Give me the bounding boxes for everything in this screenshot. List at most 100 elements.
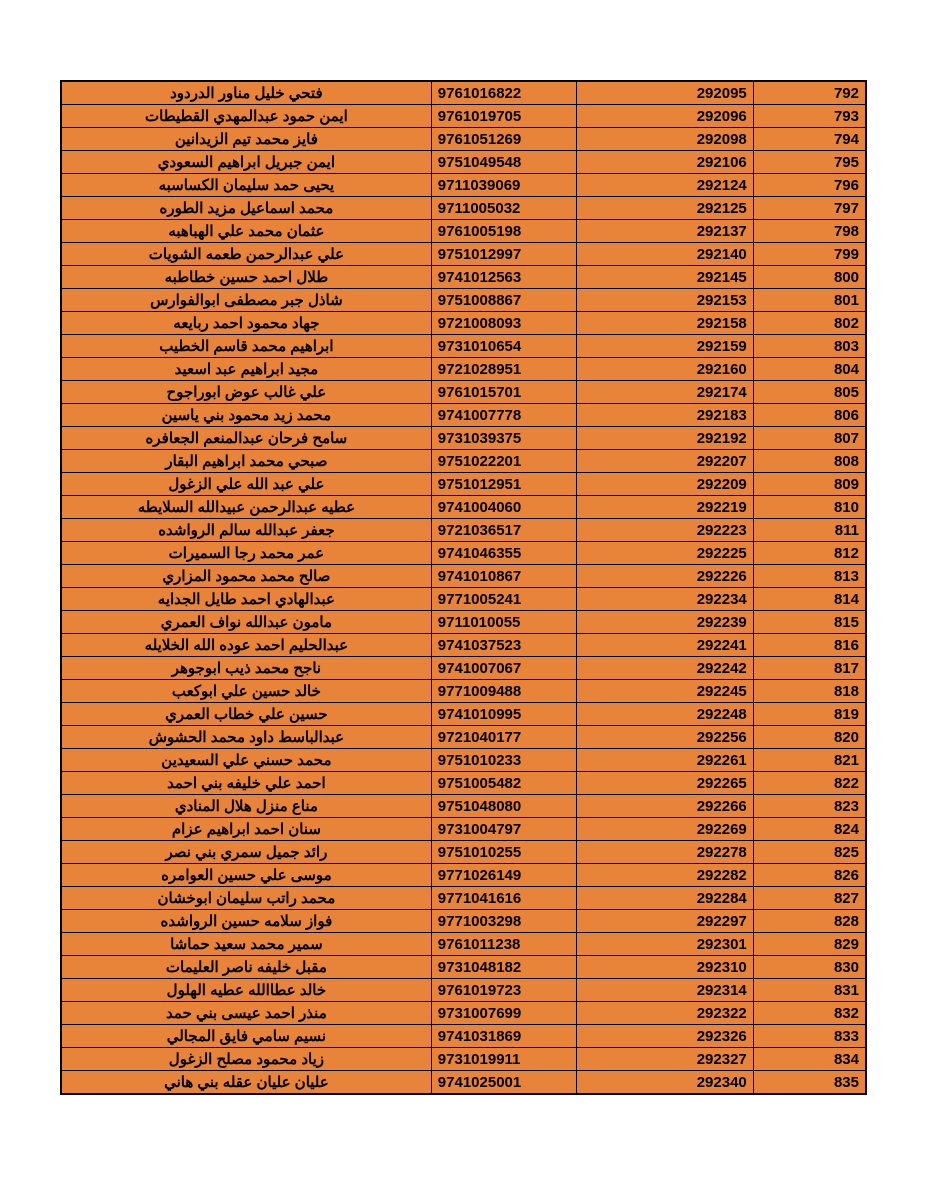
- cell-id: 9761011238: [431, 933, 576, 956]
- cell-id: 9771003298: [431, 910, 576, 933]
- cell-id: 9741010867: [431, 565, 576, 588]
- cell-code: 292124: [576, 174, 753, 197]
- table-row: طلال احمد حسين خطاطبه9741012563292145800: [61, 266, 866, 289]
- cell-id: 9741046355: [431, 542, 576, 565]
- cell-id: 9741025001: [431, 1071, 576, 1095]
- cell-id: 9741031869: [431, 1025, 576, 1048]
- cell-id: 9741007778: [431, 404, 576, 427]
- table-row: ابراهيم محمد قاسم الخطيب9731010654292159…: [61, 335, 866, 358]
- cell-id: 9751008867: [431, 289, 576, 312]
- cell-name: يحيى حمد سليمان الكساسبه: [61, 174, 431, 197]
- cell-id: 9761019705: [431, 105, 576, 128]
- cell-id: 9711039069: [431, 174, 576, 197]
- cell-seq: 831: [753, 979, 866, 1002]
- table-row: فايز محمد تيم الزيدانين97610512692920987…: [61, 128, 866, 151]
- cell-code: 292340: [576, 1071, 753, 1095]
- cell-seq: 802: [753, 312, 866, 335]
- cell-name: محمد زيد محمود بني ياسين: [61, 404, 431, 427]
- cell-name: علي غالب عوض ابوراجوح: [61, 381, 431, 404]
- table-row: جعفر عبدالله سالم الرواشده97210365172922…: [61, 519, 866, 542]
- cell-name: سامح فرحان عبدالمنعم الجعافره: [61, 427, 431, 450]
- cell-name: عمر محمد رجا السميرات: [61, 542, 431, 565]
- cell-code: 292241: [576, 634, 753, 657]
- cell-name: ناجح محمد ذيب ابوجوهر: [61, 657, 431, 680]
- cell-id: 9731010654: [431, 335, 576, 358]
- cell-seq: 825: [753, 841, 866, 864]
- cell-name: عثمان محمد علي الهباهبه: [61, 220, 431, 243]
- cell-name: علي عبد الله علي الزغول: [61, 473, 431, 496]
- cell-name: خالد حسين علي ابوكعب: [61, 680, 431, 703]
- table-row: مامون عبدالله نواف العمري971101005529223…: [61, 611, 866, 634]
- cell-name: موسى علي حسين العوامره: [61, 864, 431, 887]
- cell-code: 292326: [576, 1025, 753, 1048]
- table-row: موسى علي حسين العوامره977102614929228282…: [61, 864, 866, 887]
- cell-seq: 810: [753, 496, 866, 519]
- cell-seq: 818: [753, 680, 866, 703]
- cell-name: صالح محمد محمود المزاري: [61, 565, 431, 588]
- cell-code: 292140: [576, 243, 753, 266]
- table-row: عمر محمد رجا السميرات9741046355292225812: [61, 542, 866, 565]
- table-row: صبحي محمد ابراهيم البقار9751022201292207…: [61, 450, 866, 473]
- table-row: علي عبد الله علي الزغول97510129512922098…: [61, 473, 866, 496]
- cell-name: رائد جميل سمري بني نصر: [61, 841, 431, 864]
- cell-id: 9771005241: [431, 588, 576, 611]
- cell-name: محمد اسماعيل مزيد الطوره: [61, 197, 431, 220]
- table-row: خالد عطاالله عطيه الهلول9761019723292314…: [61, 979, 866, 1002]
- cell-id: 9771009488: [431, 680, 576, 703]
- table-row: مناع منزل هلال المنادي975104808029226682…: [61, 795, 866, 818]
- table-row: عثمان محمد علي الهباهبه97610051982921377…: [61, 220, 866, 243]
- table-row: ايمن حمود عبدالمهدي القطيطات976101970529…: [61, 105, 866, 128]
- table-row: مقبل خليفه ناصر العليمات9731048182292310…: [61, 956, 866, 979]
- cell-code: 292137: [576, 220, 753, 243]
- table-row: عليان عليان عقله بني هاني974102500129234…: [61, 1071, 866, 1095]
- cell-seq: 807: [753, 427, 866, 450]
- cell-code: 292192: [576, 427, 753, 450]
- cell-name: محمد راتب سليمان ابوخشان: [61, 887, 431, 910]
- cell-code: 292125: [576, 197, 753, 220]
- cell-code: 292282: [576, 864, 753, 887]
- table-row: محمد زيد محمود بني ياسين9741007778292183…: [61, 404, 866, 427]
- cell-name: مناع منزل هلال المنادي: [61, 795, 431, 818]
- cell-id: 9751005482: [431, 772, 576, 795]
- cell-code: 292095: [576, 81, 753, 105]
- table-row: عطيه عبدالرحمن عبيدالله السلايطه97410040…: [61, 496, 866, 519]
- cell-seq: 828: [753, 910, 866, 933]
- cell-name: عليان عليان عقله بني هاني: [61, 1071, 431, 1095]
- cell-code: 292225: [576, 542, 753, 565]
- cell-name: مامون عبدالله نواف العمري: [61, 611, 431, 634]
- cell-code: 292245: [576, 680, 753, 703]
- cell-id: 9761005198: [431, 220, 576, 243]
- table-row: رائد جميل سمري بني نصر975101025529227882…: [61, 841, 866, 864]
- table-row: نسيم سامي فايق المجالي974103186929232683…: [61, 1025, 866, 1048]
- cell-code: 292322: [576, 1002, 753, 1025]
- cell-code: 292269: [576, 818, 753, 841]
- cell-code: 292265: [576, 772, 753, 795]
- cell-name: صبحي محمد ابراهيم البقار: [61, 450, 431, 473]
- cell-code: 292223: [576, 519, 753, 542]
- cell-id: 9711010055: [431, 611, 576, 634]
- records-table: فتحي خليل مناور الدردود97610168222920957…: [60, 80, 867, 1095]
- table-row: محمد راتب سليمان ابوخشان9771041616292284…: [61, 887, 866, 910]
- cell-name: حسين علي خطاب العمري: [61, 703, 431, 726]
- table-row: احمد علي خليفه بني احمد97510054822922658…: [61, 772, 866, 795]
- cell-code: 292174: [576, 381, 753, 404]
- cell-id: 9721008093: [431, 312, 576, 335]
- cell-id: 9771041616: [431, 887, 576, 910]
- cell-code: 292209: [576, 473, 753, 496]
- cell-code: 292242: [576, 657, 753, 680]
- cell-seq: 833: [753, 1025, 866, 1048]
- cell-seq: 804: [753, 358, 866, 381]
- table-row: علي عبدالرحمن طعمه الشويات97510129972921…: [61, 243, 866, 266]
- cell-code: 292256: [576, 726, 753, 749]
- cell-seq: 835: [753, 1071, 866, 1095]
- cell-seq: 794: [753, 128, 866, 151]
- cell-id: 9761019723: [431, 979, 576, 1002]
- cell-code: 292284: [576, 887, 753, 910]
- cell-code: 292159: [576, 335, 753, 358]
- cell-code: 292098: [576, 128, 753, 151]
- cell-id: 9761051269: [431, 128, 576, 151]
- cell-seq: 800: [753, 266, 866, 289]
- cell-code: 292183: [576, 404, 753, 427]
- cell-id: 9751022201: [431, 450, 576, 473]
- cell-code: 292248: [576, 703, 753, 726]
